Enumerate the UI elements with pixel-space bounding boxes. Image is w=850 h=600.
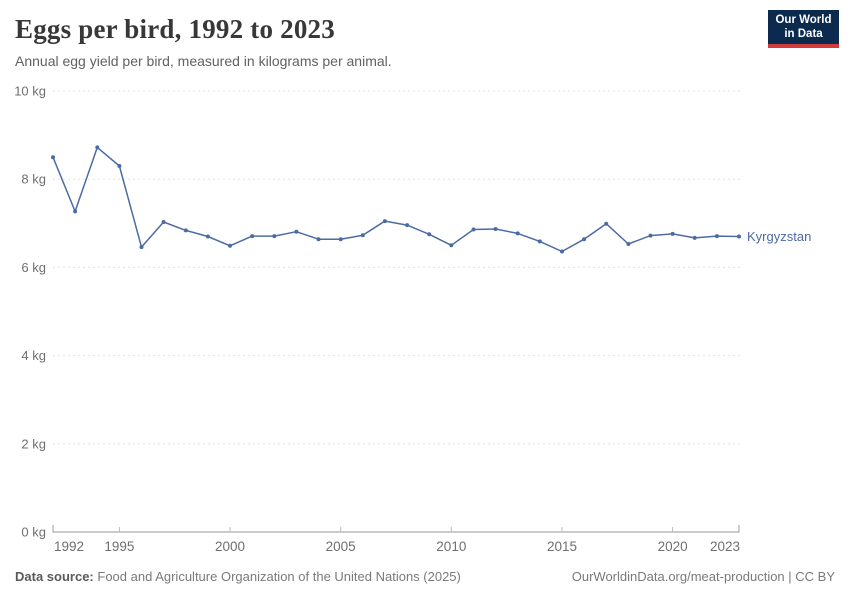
y-axis-tick-label: 10 kg <box>14 84 46 99</box>
owid-logo[interactable]: Our World in Data <box>768 10 839 48</box>
data-point[interactable] <box>449 243 454 248</box>
x-axis-tick-label: 2015 <box>547 539 577 554</box>
page-title: Eggs per bird, 1992 to 2023 <box>15 14 335 44</box>
data-point[interactable] <box>117 164 122 168</box>
y-axis-tick-label: 6 kg <box>21 260 46 275</box>
data-point[interactable] <box>515 231 520 236</box>
data-point[interactable] <box>183 228 188 233</box>
data-point[interactable] <box>582 237 587 242</box>
x-axis-tick-label: 2023 <box>710 539 740 554</box>
data-point[interactable] <box>139 245 144 250</box>
data-point[interactable] <box>670 231 675 236</box>
data-point[interactable] <box>560 249 564 254</box>
data-point[interactable] <box>228 243 232 248</box>
y-axis-tick-label: 8 kg <box>21 172 46 187</box>
y-axis-tick-label: 0 kg <box>21 525 46 540</box>
citation-link[interactable]: OurWorldinData.org/meat-production | CC … <box>571 569 835 584</box>
y-axis-tick-label: 4 kg <box>21 348 46 363</box>
data-point[interactable] <box>360 233 365 238</box>
data-point[interactable] <box>714 234 719 239</box>
data-point[interactable] <box>737 234 741 239</box>
y-axis-tick-label: 2 kg <box>21 436 46 451</box>
data-point[interactable] <box>338 237 343 242</box>
data-point[interactable] <box>95 145 100 150</box>
data-point[interactable] <box>604 221 609 226</box>
data-point[interactable] <box>427 232 432 237</box>
data-point[interactable] <box>537 239 542 244</box>
data-source-note: Data source: Food and Agriculture Organi… <box>15 569 461 584</box>
data-point[interactable] <box>205 234 210 239</box>
x-axis-tick-label: 2005 <box>326 539 356 554</box>
x-axis-tick-label: 1995 <box>104 539 134 554</box>
data-point[interactable] <box>250 234 255 239</box>
series-label[interactable]: Kyrgyzstan <box>747 229 811 244</box>
data-point[interactable] <box>73 209 78 214</box>
data-point[interactable] <box>316 237 321 242</box>
data-point[interactable] <box>294 229 299 234</box>
data-point[interactable] <box>382 219 387 224</box>
data-point[interactable] <box>161 220 166 224</box>
x-axis-tick-label: 2010 <box>436 539 466 554</box>
x-axis-tick-label: 2000 <box>215 539 245 554</box>
data-point[interactable] <box>692 235 697 240</box>
data-point[interactable] <box>51 155 55 160</box>
data-point[interactable] <box>471 227 476 232</box>
data-point[interactable] <box>626 242 631 246</box>
series-line[interactable] <box>52 146 740 253</box>
data-point[interactable] <box>272 234 277 239</box>
x-axis-tick-label: 1992 <box>54 539 84 554</box>
x-axis-tick-label: 2020 <box>658 539 688 554</box>
page-subtitle: Annual egg yield per bird, measured in k… <box>15 53 392 69</box>
owid-logo-line1: Our World <box>775 13 832 26</box>
data-source-label: Data source: <box>15 569 94 584</box>
data-point[interactable] <box>648 233 653 238</box>
data-source-text: Food and Agriculture Organization of the… <box>97 569 461 584</box>
data-point[interactable] <box>493 227 498 231</box>
data-point[interactable] <box>405 223 410 228</box>
owid-logo-line2: in Data <box>784 28 823 40</box>
